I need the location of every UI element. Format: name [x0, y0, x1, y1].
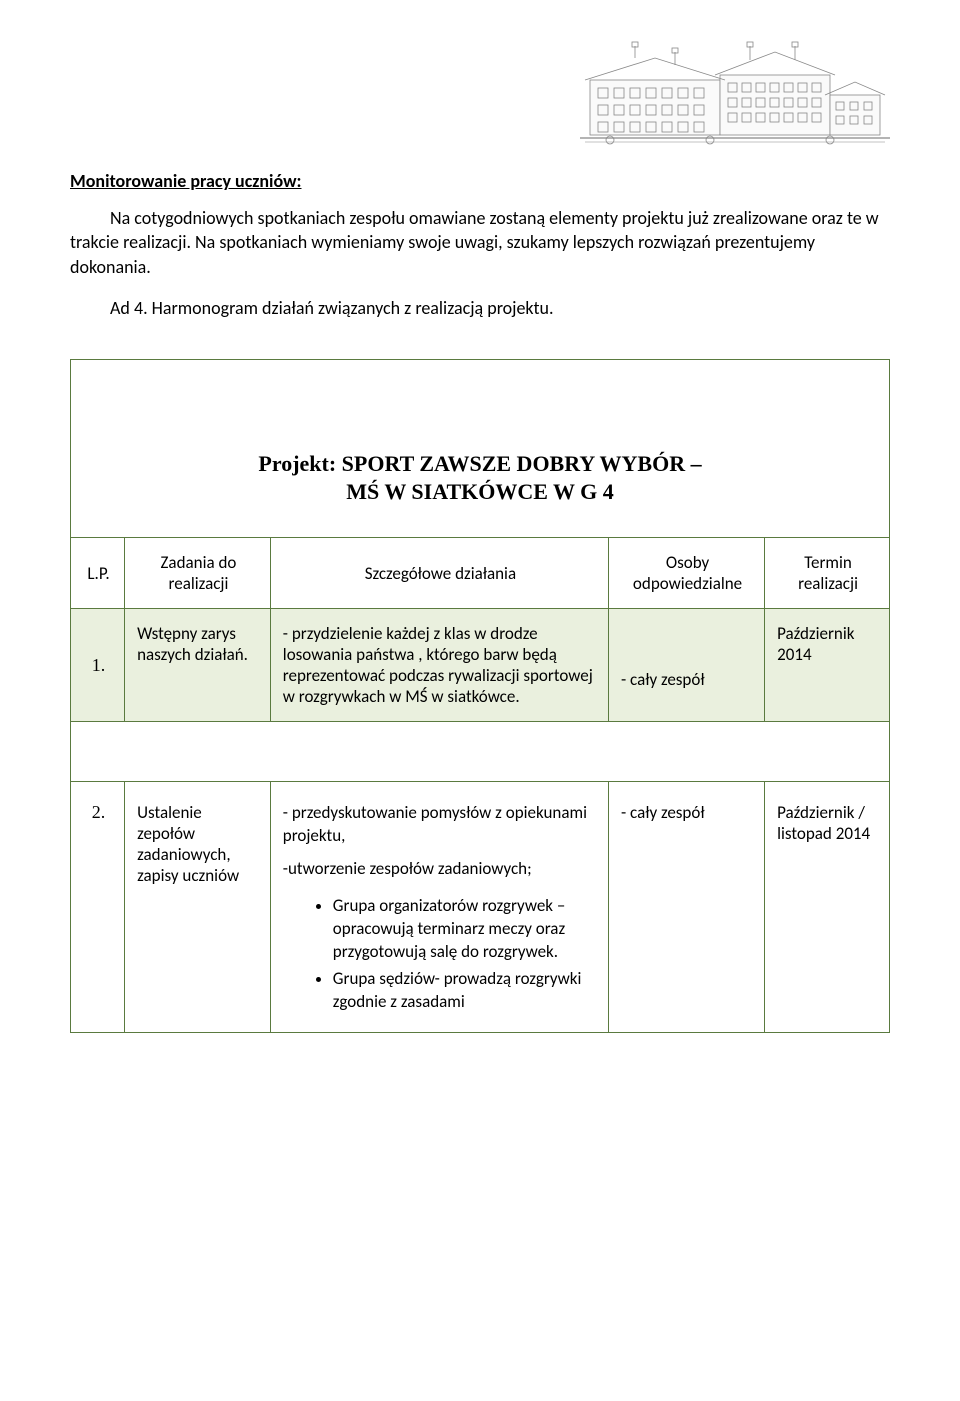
row1-num: 1. [92, 655, 106, 675]
building-icon [580, 40, 890, 150]
table-row: 1. Wstępny zarys naszych działań. - przy… [71, 609, 890, 722]
header-term: Termin realizacji [765, 538, 890, 609]
section-title: Monitorowanie pracy uczniów: [70, 170, 890, 192]
header-lp: L.P. [71, 538, 125, 609]
schedule-table: L.P. Zadania do realizacji Szczegółowe d… [70, 537, 890, 1033]
row2-detail-p1: - przedyskutowanie pomysłów z opiekunami… [283, 802, 598, 848]
project-title-box: Projekt: SPORT ZAWSZE DOBRY WYBÓR – MŚ W… [70, 359, 890, 538]
row1-resp: - cały zespół [609, 609, 765, 722]
row2-detail: - przedyskutowanie pomysłów z opiekunami… [270, 782, 608, 1033]
table-row: 2. Ustalenie zepołów zadaniowych, zapisy… [71, 782, 890, 1033]
row2-task: Ustalenie zepołów zadaniowych, zapisy uc… [125, 782, 271, 1033]
paragraph-1: Na cotygodniowych spotkaniach zespołu om… [70, 206, 890, 279]
row2-num: 2. [92, 802, 106, 822]
spacer-row [71, 722, 890, 782]
project-title-line1: Projekt: SPORT ZAWSZE DOBRY WYBÓR – [258, 451, 701, 476]
row2-bullets: Grupa organizatorów rozgrywek – opracowu… [283, 895, 598, 1014]
project-title-line2: MŚ W SIATKÓWCE W G 4 [346, 479, 614, 504]
row2-bullet2: Grupa sędziów- prowadzą rozgrywki zgodni… [333, 968, 598, 1014]
header-resp: Osoby odpowiedzialne [609, 538, 765, 609]
header-illustration [70, 40, 890, 150]
row1-term: Październik 2014 [765, 609, 890, 722]
header-task: Zadania do realizacji [125, 538, 271, 609]
header-detail: Szczegółowe działania [270, 538, 608, 609]
row1-task: Wstępny zarys naszych działań. [125, 609, 271, 722]
table-header-row: L.P. Zadania do realizacji Szczegółowe d… [71, 538, 890, 609]
row2-bullet1: Grupa organizatorów rozgrywek – opracowu… [333, 895, 598, 964]
row2-resp: - cały zespół [609, 782, 765, 1033]
row2-detail-p2: -utworzenie zespołów zadaniowych; [283, 858, 598, 881]
row2-term: Październik / listopad 2014 [765, 782, 890, 1033]
row1-detail: - przydzielenie każdej z klas w drodze l… [270, 609, 608, 722]
ad4-heading: Ad 4. Harmonogram działań związanych z r… [70, 297, 890, 319]
